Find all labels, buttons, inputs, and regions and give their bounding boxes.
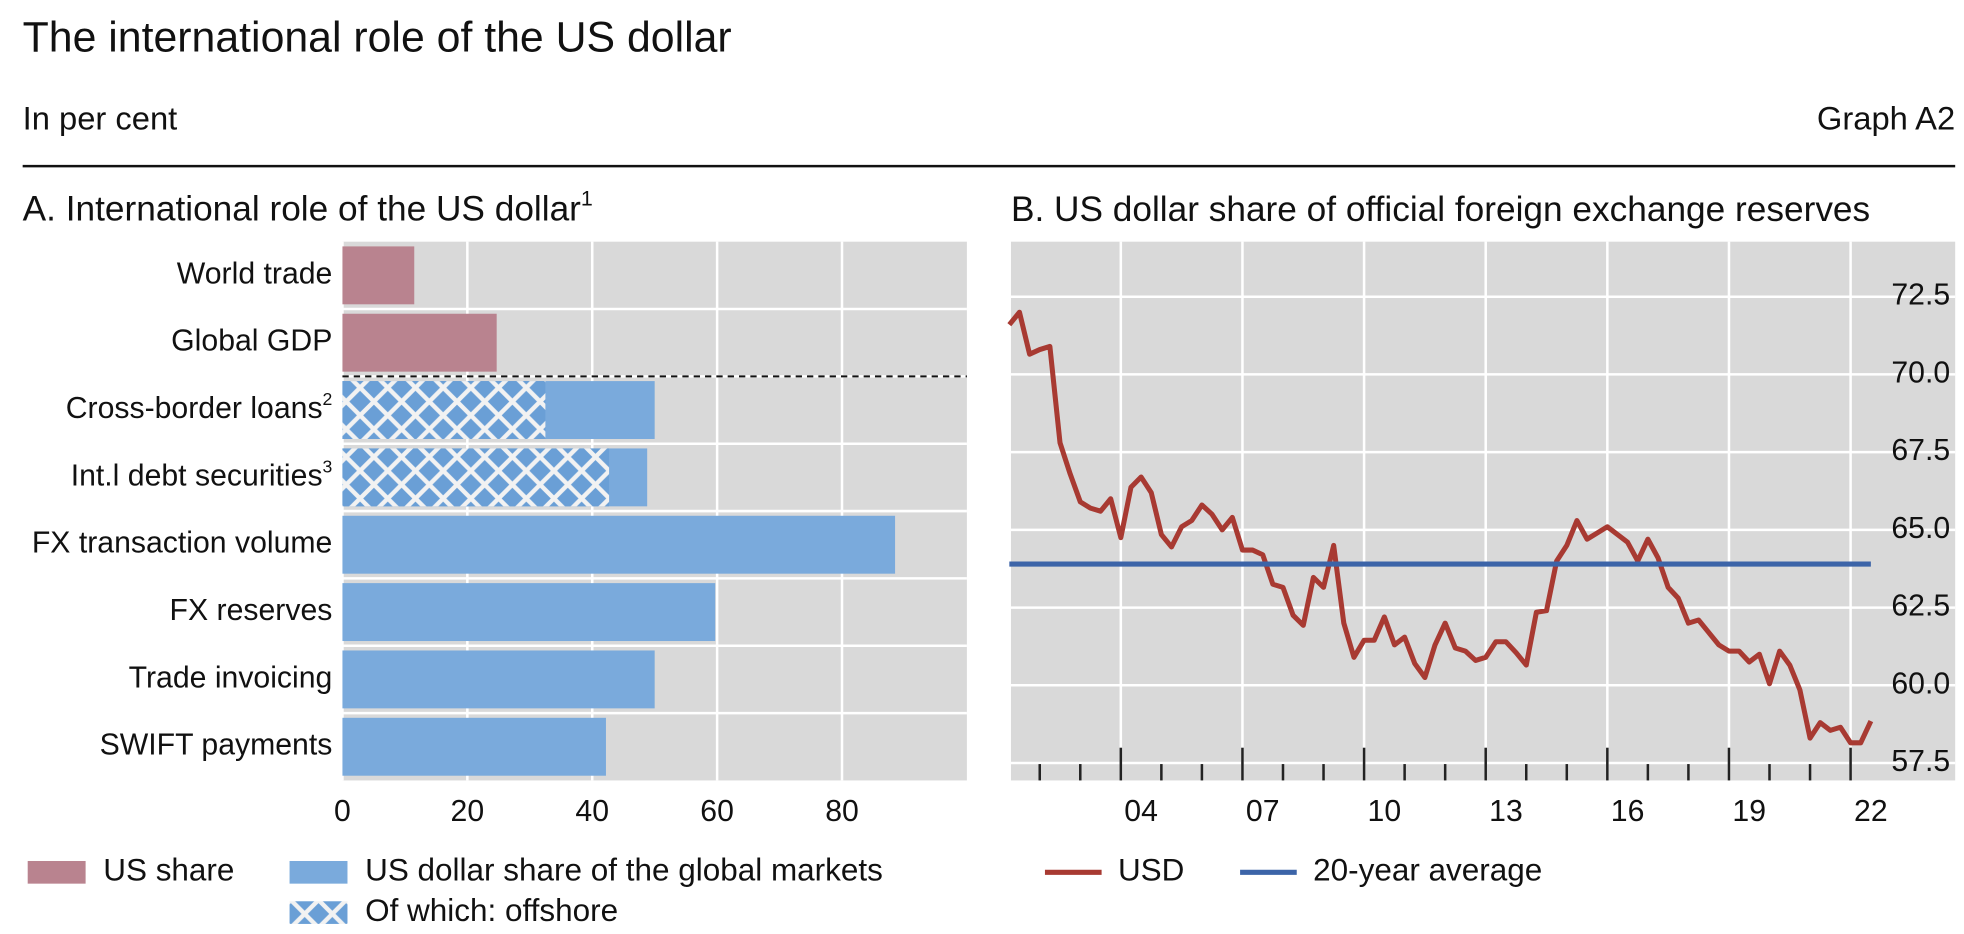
x-tick-label: 20 bbox=[451, 795, 485, 828]
category-label-note: 2 bbox=[323, 389, 333, 409]
bar bbox=[342, 448, 610, 507]
bar bbox=[342, 381, 546, 439]
y-tick-label: 67.5 bbox=[1891, 434, 1950, 467]
x-tick-label: 40 bbox=[575, 795, 609, 828]
category-label: Trade invoicing bbox=[129, 661, 333, 694]
category-label-text: Int.l debt securities bbox=[71, 459, 323, 492]
legend-label: 20-year average bbox=[1313, 853, 1542, 888]
legend-label: US dollar share of the global markets bbox=[365, 853, 883, 888]
x-tick-label: 10 bbox=[1368, 795, 1402, 828]
category-label-text: FX transaction volume bbox=[32, 527, 333, 560]
legend-label: Of which: offshore bbox=[365, 893, 618, 928]
bar bbox=[342, 717, 606, 776]
x-tick-label: 60 bbox=[700, 795, 734, 828]
x-tick-label: 22 bbox=[1854, 795, 1888, 828]
category-label-text: Cross-border loans bbox=[66, 392, 323, 425]
category-label: Int.l debt securities3 bbox=[71, 456, 333, 492]
category-label: Global GDP bbox=[171, 325, 332, 358]
plot-background bbox=[1010, 241, 1956, 781]
panel-title: B. US dollar share of official foreign e… bbox=[1011, 190, 1870, 229]
panel-title: A. International role of the US dollar1 bbox=[23, 186, 593, 229]
legend-swatch bbox=[289, 901, 348, 924]
y-tick-label: 57.5 bbox=[1891, 745, 1950, 778]
figure-title: The international role of the US dollar bbox=[23, 14, 732, 62]
y-tick-label: 72.5 bbox=[1891, 279, 1950, 312]
category-label: Cross-border loans2 bbox=[66, 389, 333, 425]
x-tick-label: 04 bbox=[1124, 795, 1158, 828]
bar bbox=[342, 313, 497, 372]
line-series bbox=[1007, 309, 1874, 746]
category-label: SWIFT payments bbox=[100, 729, 333, 762]
legend-label: US share bbox=[103, 853, 234, 888]
x-tick-label: 19 bbox=[1732, 795, 1766, 828]
category-label: World trade bbox=[177, 257, 333, 290]
category-label: FX transaction volume bbox=[32, 527, 333, 560]
category-label-text: FX reserves bbox=[170, 594, 333, 627]
bar bbox=[342, 650, 655, 709]
x-tick-label: 13 bbox=[1489, 795, 1523, 828]
category-label-text: SWIFT payments bbox=[100, 729, 333, 762]
x-tick-label: 80 bbox=[825, 795, 859, 828]
y-tick-label: 65.0 bbox=[1891, 512, 1950, 545]
category-label-text: Global GDP bbox=[171, 325, 332, 358]
legend-label: USD bbox=[1118, 853, 1184, 888]
category-label-text: Trade invoicing bbox=[129, 661, 333, 694]
graph-id: Graph A2 bbox=[1817, 99, 1955, 136]
bar bbox=[342, 515, 896, 574]
x-tick-label: 07 bbox=[1246, 795, 1280, 828]
category-label-note: 3 bbox=[323, 456, 333, 476]
y-tick-label: 62.5 bbox=[1891, 590, 1950, 623]
category-label-text: World trade bbox=[177, 257, 333, 290]
legend-swatch bbox=[289, 860, 348, 884]
bar bbox=[342, 246, 415, 305]
panel-title-text: A. International role of the US dollar bbox=[23, 190, 582, 229]
panel-title-note: 1 bbox=[581, 186, 593, 210]
category-label: FX reserves bbox=[170, 594, 333, 627]
y-tick-label: 60.0 bbox=[1891, 667, 1950, 700]
figure-subtitle: In per cent bbox=[23, 99, 178, 136]
y-tick-label: 70.0 bbox=[1891, 356, 1950, 389]
legend-swatch bbox=[27, 860, 86, 884]
x-tick-label: 0 bbox=[334, 795, 351, 828]
x-tick-label: 16 bbox=[1611, 795, 1645, 828]
bar bbox=[342, 583, 716, 642]
